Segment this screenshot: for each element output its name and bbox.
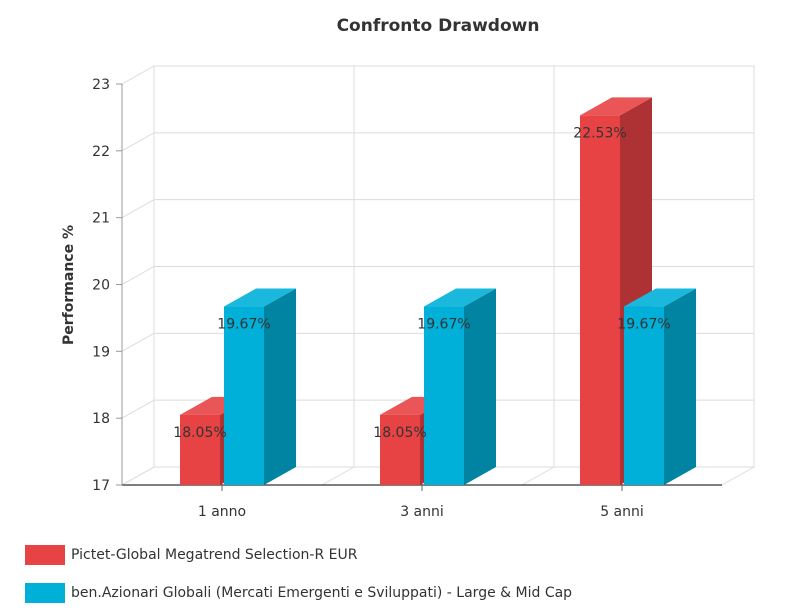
- bar-front: [580, 115, 620, 485]
- data-label-series-2-1: 19.67%: [217, 317, 270, 333]
- floor-line-2: [521, 466, 555, 486]
- bar-top: [580, 97, 652, 116]
- y-tick-label-22: 22: [92, 144, 110, 160]
- gridline-side-20: [121, 266, 155, 285]
- gridline-side-22: [121, 132, 155, 152]
- floor-line-1: [321, 466, 355, 486]
- y-axis-label: Performance %: [61, 225, 77, 345]
- data-label-series-2-2: 19.67%: [417, 317, 470, 333]
- bar-side: [464, 288, 496, 485]
- gridline-side-18: [121, 399, 155, 419]
- y-tick-label-23: 23: [92, 77, 110, 93]
- bar-front: [380, 414, 420, 485]
- gridline-side-23: [121, 65, 155, 85]
- gridline-side-19: [121, 332, 155, 352]
- bar-series-2-1: [224, 288, 296, 485]
- data-label-series-1-2: 18.05%: [373, 425, 426, 441]
- legend-item-series-2[interactable]: ben.Azionari Globali (Mercati Emergenti …: [25, 582, 572, 604]
- x-tick-label-3: 5 anni: [600, 504, 644, 520]
- floor-edge-right: [721, 466, 755, 486]
- legend-swatch-series-2: [25, 583, 65, 603]
- gridline-side-21: [121, 199, 155, 219]
- bar-top: [624, 288, 696, 307]
- legend: Pictet-Global Megatrend Selection-R EUR …: [25, 544, 572, 604]
- data-label-series-1-3: 22.53%: [573, 125, 626, 141]
- bar-series-2-2: [424, 288, 496, 485]
- bar-top: [224, 288, 296, 307]
- bar-front: [424, 306, 464, 485]
- y-tick-label-21: 21: [92, 211, 110, 227]
- bars: [180, 97, 696, 485]
- y-tick-label-19: 19: [92, 344, 110, 360]
- legend-swatch-series-1: [25, 545, 65, 565]
- bar-top: [424, 288, 496, 307]
- bar-front: [624, 306, 664, 485]
- data-label-series-1-1: 18.05%: [173, 425, 226, 441]
- x-tick-label-1: 1 anno: [198, 504, 246, 520]
- x-tick-label-2: 3 anni: [400, 504, 444, 520]
- data-labels: 18.05% 19.67% 18.05% 19.67% 22.53% 19.67%: [173, 125, 670, 440]
- y-tick-label-17: 17: [92, 478, 110, 494]
- legend-item-series-1[interactable]: Pictet-Global Megatrend Selection-R EUR: [25, 544, 572, 566]
- chart-title: Confronto Drawdown: [337, 16, 540, 36]
- bar-side: [264, 288, 296, 485]
- data-label-series-2-3: 19.67%: [617, 317, 670, 333]
- y-tick-label-20: 20: [92, 278, 110, 294]
- bar-series-2-3: [624, 288, 696, 485]
- y-tick-label-18: 18: [92, 411, 110, 427]
- bar-front: [180, 414, 220, 485]
- floor-edge-left: [121, 466, 155, 486]
- legend-label-series-1: Pictet-Global Megatrend Selection-R EUR: [71, 547, 358, 563]
- bar-side: [664, 288, 696, 485]
- chart-canvas: Confronto Drawdown 17 18 19 20 21 22 23 1 anno 3…: [61, 16, 755, 520]
- axes: 17 18 19 20 21 22 23 1 anno 3 anni 5 anni: [92, 77, 722, 520]
- bar-front: [224, 306, 264, 485]
- legend-label-series-2: ben.Azionari Globali (Mercati Emergenti …: [71, 585, 573, 601]
